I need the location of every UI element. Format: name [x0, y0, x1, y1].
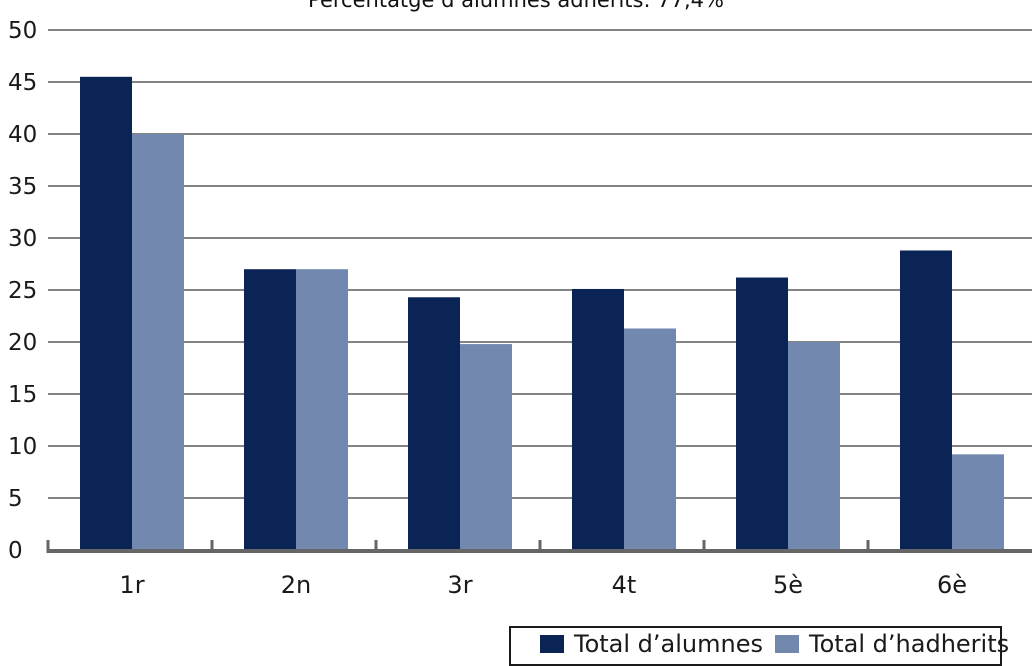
bar-3r-2: [460, 344, 512, 550]
y-tick-label-30: 30: [8, 226, 37, 252]
tick-labels: 0 5 10 15 20 25 30 35 40 45 50 1r 2n 3r 4t 5è 6è: [8, 18, 967, 599]
legend-label-series-1: Total d’alumnes: [574, 630, 763, 658]
y-tick-label-10: 10: [8, 434, 37, 460]
x-tick-label-3r: 3r: [447, 571, 472, 599]
bar-4t-2: [624, 328, 676, 550]
legend-swatch-series-1: [540, 635, 564, 653]
bar-6è-1: [900, 250, 952, 551]
bar-5è-2: [788, 342, 840, 550]
y-tick-label-25: 25: [8, 278, 37, 304]
gridlines: [48, 29, 1032, 499]
y-tick-label-15: 15: [8, 382, 37, 408]
y-tick-label-35: 35: [8, 174, 37, 200]
y-tick-label-5: 5: [8, 486, 23, 512]
bar-3r-1: [408, 297, 460, 550]
bar-4t-1: [572, 288, 624, 550]
bar-1r-2: [132, 134, 184, 550]
legend-swatch-series-2: [775, 635, 799, 653]
x-tick-label-2n: 2n: [281, 571, 311, 599]
bars: [80, 76, 1004, 551]
legend-item-series-1: Total d’alumnes: [540, 630, 763, 658]
bar-1r-1: [80, 76, 132, 551]
y-tick-label-50: 50: [8, 18, 37, 44]
x-tick-label-6è: 6è: [937, 571, 967, 599]
bar-6è-2: [952, 454, 1004, 550]
y-tick-label-0: 0: [8, 538, 23, 564]
legend-item-series-2: Total d’hadherits: [775, 630, 1009, 658]
x-tick-label-5è: 5è: [773, 571, 803, 599]
y-tick-label-45: 45: [8, 70, 37, 96]
legend-label-series-2: Total d’hadherits: [809, 630, 1010, 658]
y-tick-label-20: 20: [8, 330, 37, 356]
y-tick-label-40: 40: [8, 122, 37, 148]
axes: [46, 540, 1032, 553]
chart-title: Percentatge d’alumnes adherits: 77,4%: [308, 0, 724, 12]
bar-2n-1: [244, 269, 296, 550]
x-tick-label-1r: 1r: [119, 571, 144, 599]
legend: Total d’alumnes Total d’hadherits: [509, 626, 1009, 666]
bar-chart: 0 5 10 15 20 25 30 35 40 45 50 1r 2n 3r 4t 5è 6è: [8, 18, 1032, 599]
bar-5è-1: [736, 277, 788, 550]
bar-2n-2: [296, 269, 348, 550]
x-tick-label-4t: 4t: [612, 571, 637, 599]
